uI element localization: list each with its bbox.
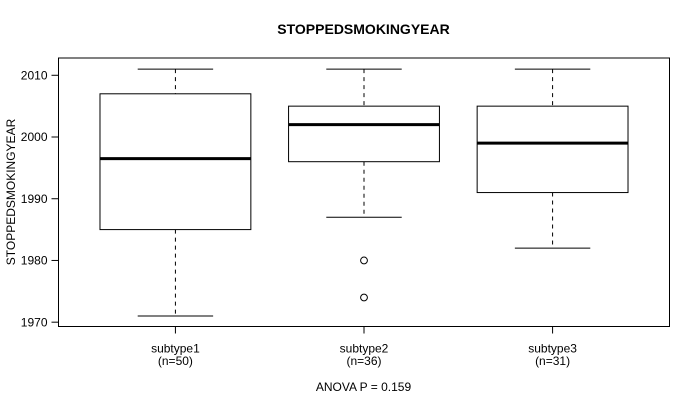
y-tick-label: 1980 <box>21 254 48 268</box>
outlier-point <box>360 293 368 302</box>
outlier-point <box>360 256 368 265</box>
iqr-box <box>476 105 629 194</box>
group-sublabel: (n=50) <box>158 354 193 368</box>
y-tick-label: 1970 <box>21 315 48 329</box>
iqr-box <box>99 93 252 231</box>
y-tick-label: 2000 <box>21 130 48 144</box>
group-label: subtype3 <box>528 342 577 356</box>
group-label: subtype2 <box>340 342 389 356</box>
group-sublabel: (n=31) <box>535 354 570 368</box>
group-label: subtype1 <box>151 342 200 356</box>
iqr-box <box>288 105 440 163</box>
y-tick-label: 2010 <box>21 68 48 82</box>
y-tick-label: 1990 <box>21 192 48 206</box>
anova-annotation: ANOVA P = 0.159 <box>315 380 412 394</box>
chart-title: STOPPEDSMOKINGYEAR <box>277 21 450 37</box>
group-sublabel: (n=36) <box>346 354 381 368</box>
